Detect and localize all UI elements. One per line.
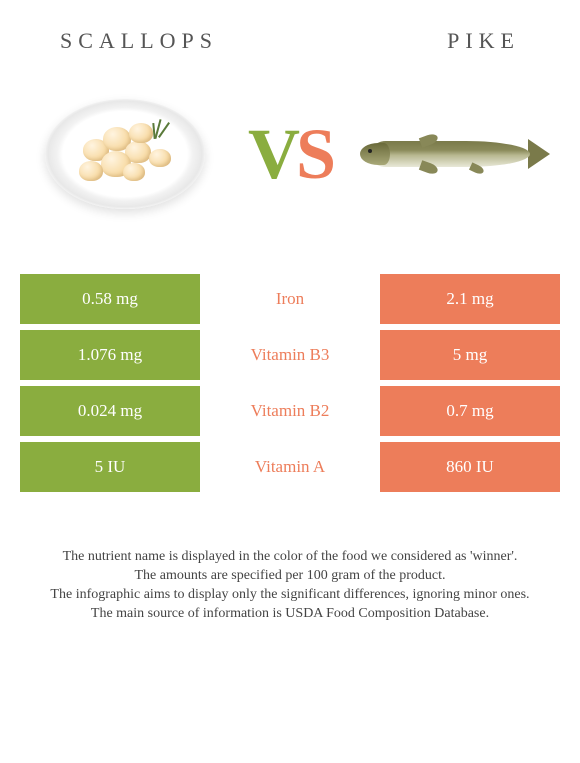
scallop-icon [129,123,153,143]
fish-eye-icon [368,149,372,153]
pike-fish-icon [360,129,550,179]
fish-head-icon [360,143,390,165]
nutrient-right-value: 5 mg [380,330,560,380]
nutrient-name: Vitamin A [200,442,380,492]
footer-line: The amounts are specified per 100 gram o… [20,567,560,586]
header-row: Scallops Pike [0,0,580,64]
scallops-plate-icon [45,99,205,209]
nutrient-row: 5 IUVitamin A860 IU [20,442,560,492]
scallop-icon [79,161,103,181]
left-food-title: Scallops [60,28,218,54]
nutrient-row: 1.076 mgVitamin B35 mg [20,330,560,380]
footer-line: The main source of information is USDA F… [20,605,560,624]
nutrient-row: 0.024 mgVitamin B20.7 mg [20,386,560,436]
right-food-image [360,84,550,224]
vs-s-letter: S [296,114,332,194]
left-food-image [30,84,220,224]
nutrient-name: Iron [200,274,380,324]
nutrient-right-value: 0.7 mg [380,386,560,436]
vs-label: VS [248,113,332,196]
nutrient-left-value: 0.024 mg [20,386,200,436]
right-food-title: Pike [447,28,520,54]
footer-line: The infographic aims to display only the… [20,586,560,605]
nutrient-row: 0.58 mgIron2.1 mg [20,274,560,324]
nutrient-left-value: 0.58 mg [20,274,200,324]
nutrient-name: Vitamin B2 [200,386,380,436]
fish-body-icon [370,141,530,167]
footer-notes: The nutrient name is displayed in the co… [0,498,580,624]
fish-tail-icon [528,139,550,169]
nutrient-table: 0.58 mgIron2.1 mg 1.076 mgVitamin B35 mg 0… [0,264,580,492]
nutrient-right-value: 860 IU [380,442,560,492]
nutrient-left-value: 1.076 mg [20,330,200,380]
vs-v-letter: V [248,114,296,194]
nutrient-name: Vitamin B3 [200,330,380,380]
scallop-icon [123,163,145,181]
nutrient-left-value: 5 IU [20,442,200,492]
scallop-icon [149,149,171,167]
footer-line: The nutrient name is displayed in the co… [20,548,560,567]
nutrient-right-value: 2.1 mg [380,274,560,324]
images-row: VS [0,64,580,264]
